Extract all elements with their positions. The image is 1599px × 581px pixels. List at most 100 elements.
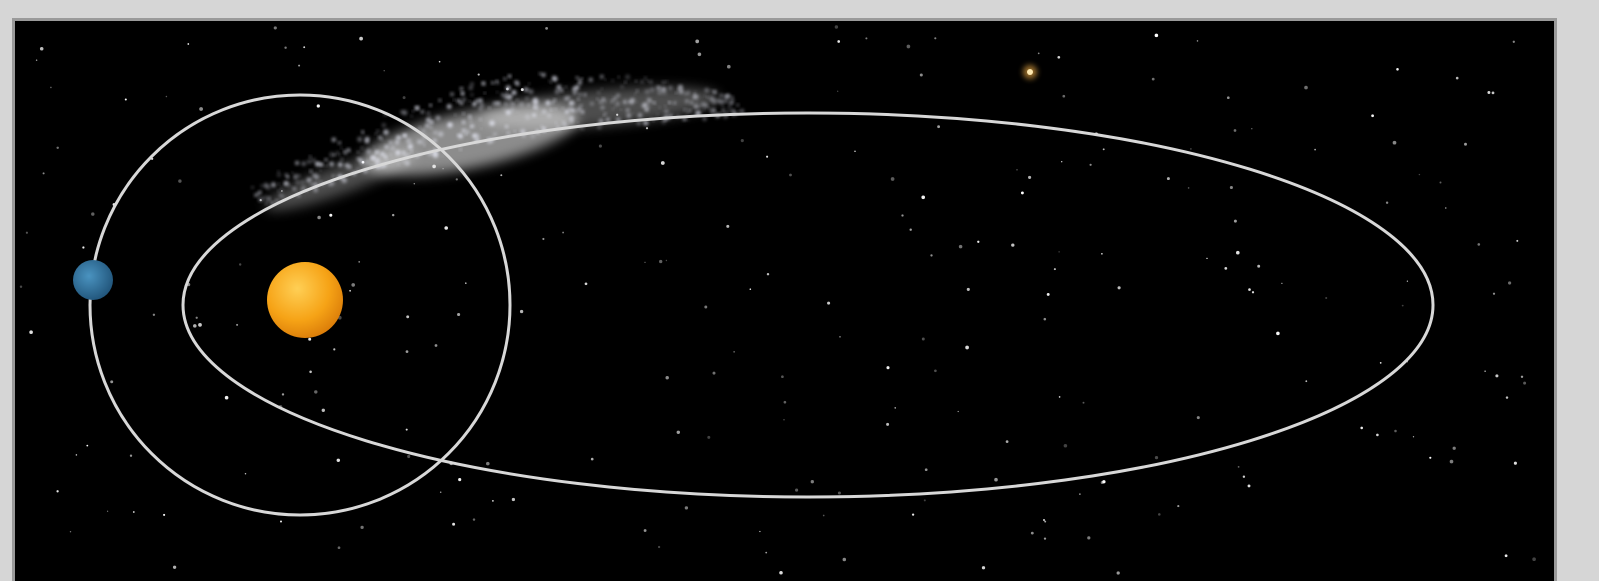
star [765, 551, 768, 554]
tail-particle [637, 113, 643, 118]
tail-particle [264, 201, 268, 205]
tail-particle [550, 81, 552, 84]
star [413, 182, 416, 185]
tail-particle [437, 131, 444, 137]
tail-particle [395, 149, 401, 156]
star [766, 155, 769, 158]
tail-particle [402, 151, 405, 155]
star [1087, 536, 1091, 540]
star [958, 244, 963, 249]
comet-orbit [181, 111, 1435, 499]
tail-particle [459, 101, 464, 105]
tail-particle [653, 101, 656, 105]
star [224, 395, 229, 400]
star [707, 435, 711, 439]
star [1429, 456, 1432, 459]
tail-particle [347, 165, 352, 170]
tail-particle [616, 93, 621, 98]
tail-particle [480, 127, 483, 130]
star [236, 323, 239, 326]
star [1412, 436, 1415, 438]
star [1452, 446, 1456, 450]
tail-particle [562, 107, 565, 110]
star [1325, 296, 1328, 300]
tail-particle [356, 157, 360, 161]
star [1053, 268, 1056, 271]
star [1257, 264, 1261, 268]
star [1151, 77, 1155, 81]
tail-particle [643, 121, 648, 125]
tail-particle [461, 128, 467, 133]
star [726, 224, 730, 228]
tail-particle [630, 97, 636, 103]
tail-particle [624, 81, 627, 84]
star [783, 400, 787, 404]
tail-particle [370, 154, 377, 161]
star [660, 161, 665, 165]
tail-particle [488, 106, 491, 109]
tail-particle [507, 74, 512, 78]
star [187, 43, 190, 45]
star [1401, 304, 1404, 307]
star [695, 39, 700, 44]
tail-particle [468, 85, 474, 91]
tail-particle [532, 97, 539, 104]
tail-particle [324, 158, 328, 162]
tail-particle [568, 115, 575, 121]
star [562, 231, 565, 234]
star [477, 73, 480, 76]
star [1043, 317, 1047, 321]
tail-particle [270, 201, 275, 205]
tail-particle [705, 107, 708, 110]
tail-particle [298, 174, 301, 177]
star [457, 312, 461, 317]
tail-particle [623, 101, 626, 103]
tail-particle [389, 145, 396, 151]
tail-particle [738, 110, 740, 112]
tail-particle [361, 132, 365, 136]
tail-particle [335, 150, 340, 156]
tail-particle [646, 79, 649, 82]
star [360, 525, 364, 530]
tail-particle [599, 74, 604, 79]
tail-particle [510, 107, 515, 113]
tail-particle [489, 120, 495, 126]
star [351, 283, 356, 287]
star [1523, 381, 1527, 385]
tail-particle [656, 89, 663, 95]
star [1512, 40, 1515, 43]
tail-particle [688, 109, 692, 113]
tail-particle [319, 180, 322, 184]
tail-particle [702, 102, 708, 108]
tail-particle [300, 179, 305, 185]
star [1445, 207, 1447, 209]
tail-particle [736, 103, 740, 107]
star [854, 150, 856, 153]
star [890, 177, 895, 181]
star [1057, 55, 1061, 59]
tail-particle [319, 162, 324, 167]
tail-particle [577, 97, 580, 101]
tail-particle [374, 132, 377, 135]
star [321, 408, 325, 412]
tail-particle [696, 110, 702, 116]
star [438, 60, 441, 63]
star [165, 95, 168, 98]
star [1314, 148, 1316, 151]
tail-particle [379, 151, 385, 157]
tail-particle [643, 76, 647, 80]
tail-particle [675, 91, 678, 94]
star [697, 52, 702, 57]
tail-particle [580, 109, 585, 114]
tail-particle [459, 148, 462, 151]
tail-particle [541, 109, 547, 114]
star [1236, 250, 1240, 255]
tail-particle [410, 114, 413, 118]
star [779, 570, 783, 575]
tail-particle [346, 148, 351, 153]
tail-particle [427, 115, 432, 120]
tail-particle [589, 101, 594, 106]
tail-particle [685, 112, 689, 115]
tail-particle [420, 110, 425, 114]
star [42, 172, 45, 175]
